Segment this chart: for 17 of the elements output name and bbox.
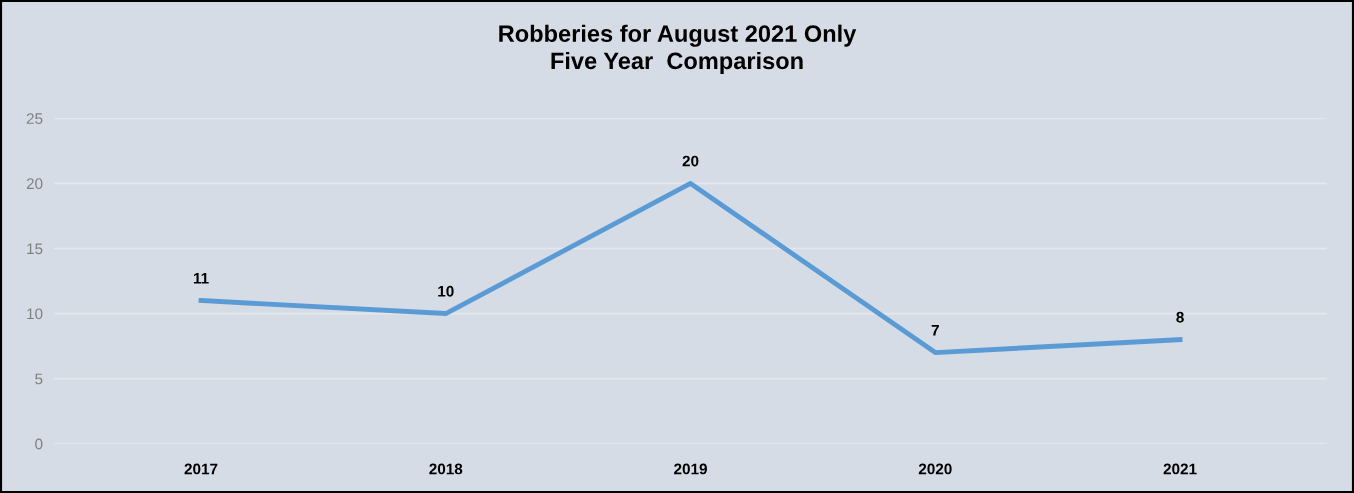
x-tick-label: 2021: [1163, 463, 1197, 475]
x-tick-label: 2019: [674, 463, 707, 475]
y-tick-label: 0: [35, 438, 43, 450]
y-tick-label: 20: [26, 178, 43, 190]
x-tick-label: 2017: [184, 463, 218, 475]
data-label: 8: [1176, 311, 1184, 323]
y-tick-label: 5: [35, 373, 43, 385]
x-tick-label: 2018: [429, 463, 463, 475]
data-label: 10: [438, 285, 454, 297]
y-tick-label: 15: [27, 243, 43, 255]
chart-title: Robberies for August 2021 Only Five Year Comparison: [499, 24, 857, 74]
y-tick-label: 10: [27, 308, 43, 320]
data-label: 20: [682, 155, 699, 167]
x-tick-label: 2020: [918, 463, 952, 475]
data-label: 11: [193, 272, 209, 284]
y-tick-label: 25: [26, 113, 43, 125]
data-label: 7: [931, 325, 939, 336]
